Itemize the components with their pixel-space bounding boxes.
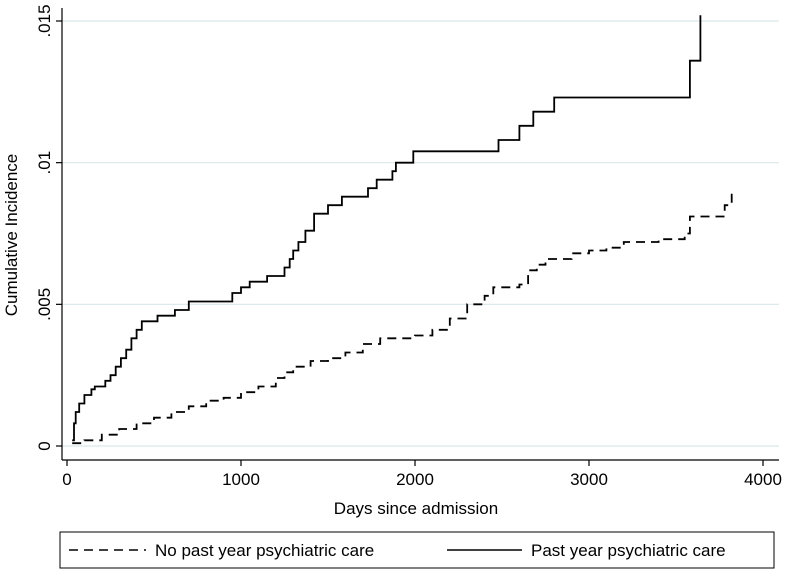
y-tick-label-1: .005 — [35, 288, 54, 321]
y-tick-label-3: .015 — [35, 4, 54, 37]
x-tick-label-4: 4000 — [744, 470, 782, 489]
legend: No past year psychiatric care Past year … — [59, 531, 775, 569]
y-tick-label-2: .01 — [35, 151, 54, 175]
legend-label-past-year: Past year psychiatric care — [531, 541, 726, 560]
x-tick-label-1: 1000 — [222, 470, 260, 489]
gridlines — [62, 20, 779, 447]
series-lines — [72, 15, 733, 445]
x-axis-title: Days since admission — [334, 499, 498, 518]
axes: 0 1000 2000 3000 4000 0 .005 .01 .015 — [35, 4, 782, 489]
legend-box — [59, 531, 775, 569]
legend-label-no-past-year: No past year psychiatric care — [155, 541, 374, 560]
x-tick-label-0: 0 — [62, 470, 71, 489]
y-tick-label-0: 0 — [35, 441, 54, 450]
x-tick-label-2: 2000 — [396, 470, 434, 489]
series-line-past-year — [72, 15, 702, 442]
y-axis-title: Cumulative Incidence — [2, 154, 21, 317]
x-tick-label-3: 3000 — [570, 470, 608, 489]
